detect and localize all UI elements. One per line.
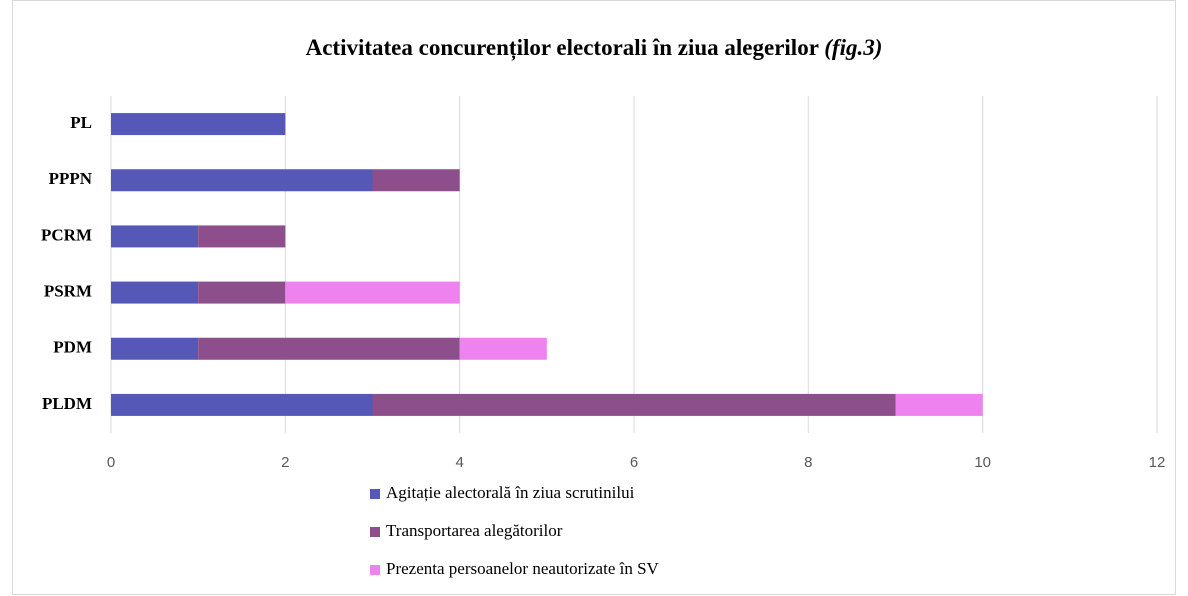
x-tick-label: 12	[1149, 454, 1166, 471]
y-tick-label: PPPN	[49, 169, 93, 188]
legend-swatch	[370, 565, 380, 575]
bar-segment	[285, 281, 460, 304]
bar-segment	[111, 225, 199, 248]
title-main: Activitatea concurenților electorali în …	[306, 35, 819, 61]
bar-segment	[111, 337, 199, 360]
x-tick-label: 10	[974, 454, 991, 471]
bar-segment	[198, 281, 286, 304]
x-tick-label: 6	[630, 454, 638, 471]
y-tick-label: PLDM	[42, 394, 92, 413]
x-tick-label: 8	[804, 454, 812, 471]
x-tick-label: 2	[281, 454, 289, 471]
x-tick-label: 0	[107, 454, 115, 471]
bar-segment	[198, 337, 460, 360]
y-tick-label: PSRM	[44, 281, 92, 300]
bar-segment	[372, 169, 460, 192]
bar-segment	[372, 393, 896, 416]
x-tick-label: 4	[455, 454, 463, 471]
bar-segment	[111, 113, 286, 136]
bar-segment	[198, 225, 286, 248]
y-tick-label: PCRM	[41, 225, 92, 244]
bar-segment	[111, 393, 373, 416]
chart-title: Activitatea concurenților electorali în …	[306, 35, 883, 61]
legend-label: Prezenta persoanelor neautorizate în SV	[386, 559, 660, 578]
bar-segment	[111, 169, 373, 192]
legend-label: Transportarea alegătorilor	[386, 521, 563, 540]
bar-segment	[895, 393, 983, 416]
bar-segment	[459, 337, 547, 360]
legend-swatch	[370, 489, 380, 499]
y-tick-label: PDM	[53, 338, 92, 357]
y-tick-label: PL	[70, 113, 92, 132]
bar-segment	[111, 281, 199, 304]
legend-swatch	[370, 527, 380, 537]
chart-frame	[12, 0, 1176, 595]
title-note: (fig.3)	[824, 35, 882, 60]
legend-label: Agitație alectorală în ziua scrutinilui	[386, 483, 635, 502]
